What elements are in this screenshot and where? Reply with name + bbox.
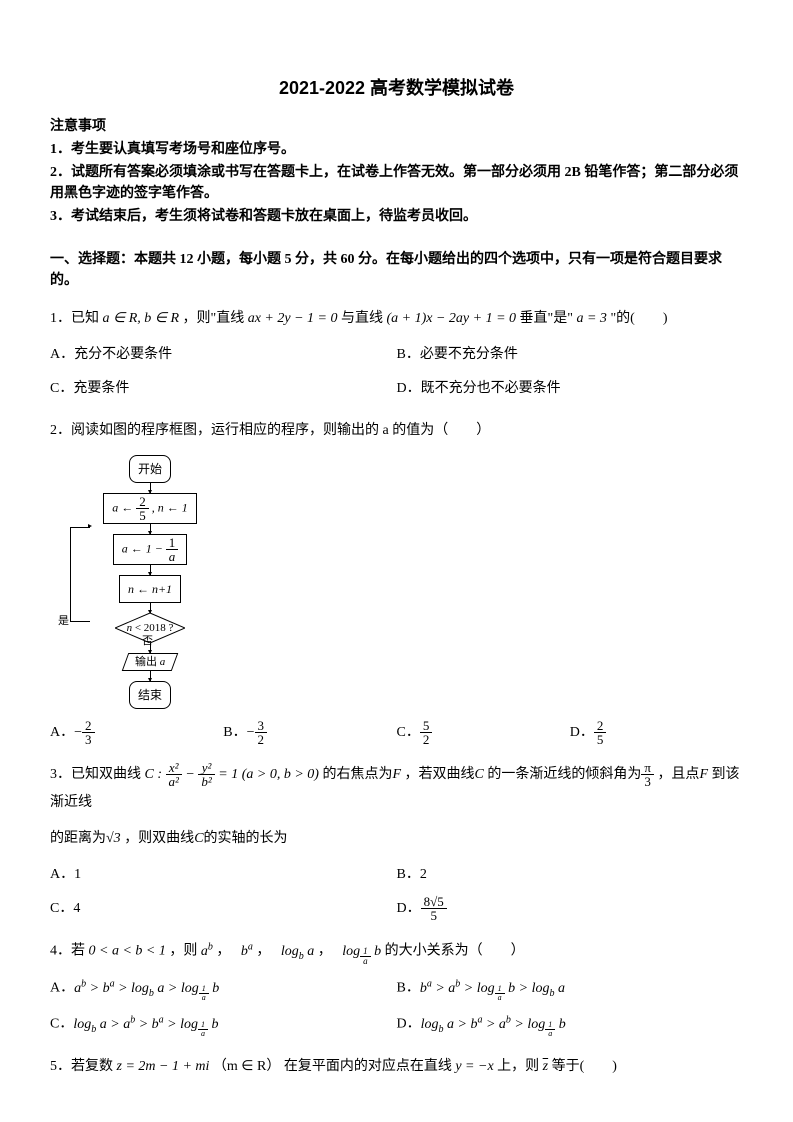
q2-option-d: D．25 bbox=[570, 719, 743, 747]
q2-flowchart: 开始 a ← 25 , n ← 1 a ← 1 − 1a n ← n+1 n <… bbox=[60, 455, 210, 709]
q1-option-a: A．充分不必要条件 bbox=[50, 341, 397, 369]
question-5: 5．若复数 z = 2m − 1 + mi （m ∈ R） 在复平面内的对应点在… bbox=[50, 1053, 743, 1081]
q4-option-d: D．logb a > ba > ab > log1a b bbox=[397, 1010, 744, 1039]
fc-end: 结束 bbox=[129, 681, 171, 709]
q2-option-a: A．−23 bbox=[50, 719, 223, 747]
fc-init: a ← 25 , n ← 1 bbox=[103, 493, 197, 524]
fc-yes-label: 是 bbox=[58, 610, 69, 632]
fc-step: a ← 1 − 1a bbox=[113, 534, 188, 565]
q5-prefix: 5．若复数 bbox=[50, 1059, 113, 1074]
q1-mid3: 垂直"是" bbox=[520, 311, 573, 326]
q1-eq: a = 3 bbox=[576, 311, 606, 326]
q4-option-c: C．logb a > ab > ba > log1a b bbox=[50, 1010, 397, 1039]
q1-prefix: 1．已知 bbox=[50, 311, 99, 326]
q4-cond: 0 < a < b < 1 bbox=[89, 944, 166, 959]
notice-item-1: 1．考生要认真填写考场号和座位序号。 bbox=[50, 139, 743, 160]
fc-start: 开始 bbox=[129, 455, 171, 483]
fc-cond: n < 2018 ? bbox=[115, 613, 185, 643]
question-4: 4．若 0 < a < b < 1 ，则 ab ， ba ， logb a ， … bbox=[50, 937, 743, 1039]
q1-option-d: D．既不充分也不必要条件 bbox=[397, 375, 744, 403]
q1-option-c: C．充要条件 bbox=[50, 375, 397, 403]
q1-option-b: B．必要不充分条件 bbox=[397, 341, 744, 369]
q4-option-b: B．ba > ab > log1a b > logb a bbox=[397, 974, 744, 1003]
q3-option-c: C．4 bbox=[50, 895, 397, 923]
q3-curve: C : x²a² − y²b² = 1 (a > 0, b > 0) bbox=[145, 767, 319, 782]
q2-option-c: C．52 bbox=[397, 719, 570, 747]
question-2: 2．阅读如图的程序框图，运行相应的程序，则输出的 a 的值为（ ） 开始 a ←… bbox=[50, 417, 743, 747]
q1-line2: (a + 1)x − 2ay + 1 = 0 bbox=[387, 311, 517, 326]
notice-item-2: 2．试题所有答案必须填涂或书写在答题卡上，在试卷上作答无效。第一部分必须用 2B… bbox=[50, 162, 743, 204]
q4-prefix: 4．若 bbox=[50, 944, 85, 959]
notice-header: 注意事项 bbox=[50, 116, 743, 137]
q3-prefix: 3．已知双曲线 bbox=[50, 767, 141, 782]
q2-text: 2．阅读如图的程序框图，运行相应的程序，则输出的 a 的值为（ ） bbox=[50, 417, 743, 445]
q3-option-d: D．8√55 bbox=[397, 895, 744, 923]
q4-option-a: A．ab > ba > logb a > log1a b bbox=[50, 974, 397, 1003]
q1-line1: ax + 2y − 1 = 0 bbox=[248, 311, 338, 326]
fc-inc: n ← n+1 bbox=[119, 575, 181, 603]
question-3: 3．已知双曲线 C : x²a² − y²b² = 1 (a > 0, b > … bbox=[50, 761, 743, 923]
q1-mid2: 与直线 bbox=[341, 311, 383, 326]
q2-option-b: B．−32 bbox=[223, 719, 396, 747]
q1-suffix: "的( ) bbox=[610, 311, 667, 326]
q1-cond: a ∈ R, b ∈ R bbox=[103, 311, 180, 326]
page-title: 2021-2022 高考数学模拟试卷 bbox=[50, 75, 743, 102]
q3-option-a: A．1 bbox=[50, 861, 397, 889]
q5-z: z = 2m − 1 + mi bbox=[117, 1059, 210, 1074]
q1-mid1: ，则"直线 bbox=[183, 311, 245, 326]
notice-item-3: 3．考试结束后，考生须将试卷和答题卡放在桌面上，待监考员收回。 bbox=[50, 206, 743, 227]
q3-option-b: B．2 bbox=[397, 861, 744, 889]
fc-output: 输出 a bbox=[122, 653, 179, 671]
section-1-header: 一、选择题：本题共 12 小题，每小题 5 分，共 60 分。在每小题给出的四个… bbox=[50, 249, 743, 291]
question-1: 1．已知 a ∈ R, b ∈ R ，则"直线 ax + 2y − 1 = 0 … bbox=[50, 305, 743, 403]
